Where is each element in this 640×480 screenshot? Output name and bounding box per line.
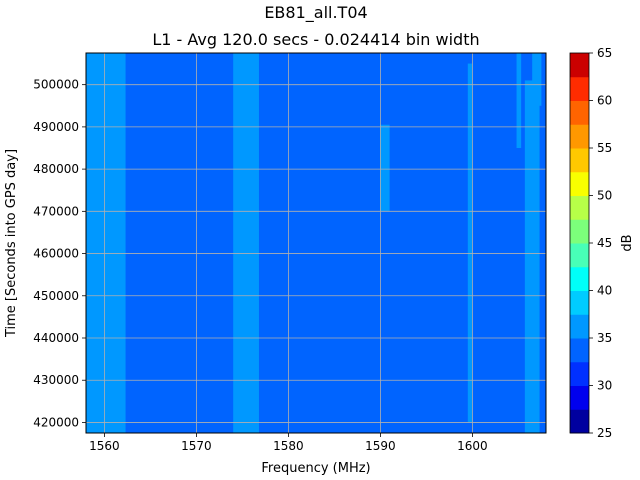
colorbar-tick-label: 30 [597, 379, 612, 393]
chart-subtitle: L1 - Avg 120.0 secs - 0.024414 bin width [152, 30, 479, 49]
colorbar-swatch [570, 361, 589, 386]
grid-lines [86, 53, 546, 433]
heatmap-background [86, 53, 546, 433]
colorbar-swatch [570, 409, 589, 434]
colorbar-swatch [570, 171, 589, 196]
heatmap-band [233, 53, 259, 433]
y-tick-label: 430000 [33, 373, 79, 387]
heatmap-band [516, 53, 522, 148]
colorbar-swatch [570, 314, 589, 339]
x-tick-label: 1600 [457, 439, 488, 453]
y-tick-label: 500000 [33, 78, 79, 92]
colorbar-label: dB [620, 234, 635, 251]
heatmap-band [524, 80, 540, 433]
colorbar-tick-label: 35 [597, 331, 612, 345]
x-axis-label: Frequency (MHz) [261, 461, 370, 476]
heatmap-band [532, 53, 542, 106]
heatmap-band [467, 63, 473, 423]
x-axis: 1560 1570 1580 1590 1600 [89, 433, 488, 453]
colorbar-tick-label: 55 [597, 141, 612, 155]
y-tick-label: 470000 [33, 204, 79, 218]
colorbar-tick-label: 50 [597, 189, 612, 203]
x-tick-label: 1590 [365, 439, 396, 453]
y-tick-label: 440000 [33, 331, 79, 345]
heatmap-band [86, 53, 126, 433]
chart-title: EB81_all.T04 [264, 3, 367, 23]
colorbar-tick-label: 40 [597, 284, 612, 298]
x-tick-label: 1560 [89, 439, 120, 453]
colorbar-swatch [570, 195, 589, 220]
colorbar-swatch [570, 100, 589, 125]
colorbar-swatch [570, 148, 589, 173]
x-tick-label: 1570 [181, 439, 212, 453]
colorbar-swatch [570, 338, 589, 363]
colorbar-swatch [570, 266, 589, 291]
heatmap-band [380, 124, 390, 212]
y-tick-label: 490000 [33, 120, 79, 134]
colorbar-swatch [570, 53, 589, 78]
plot-area [86, 53, 546, 433]
colorbar-tick-label: 25 [597, 426, 612, 440]
colorbar-swatch [570, 290, 589, 315]
colorbar-swatch [570, 219, 589, 244]
y-axis: 420000 430000 440000 450000 460000 470000 4800… [33, 78, 86, 429]
y-tick-label: 460000 [33, 247, 79, 261]
x-tick-label: 1580 [273, 439, 304, 453]
colorbar-tick-label: 65 [597, 46, 612, 60]
y-tick-label: 420000 [33, 415, 79, 429]
y-axis-label: Time [Seconds into GPS day] [4, 149, 19, 338]
colorbar-swatch [570, 76, 589, 101]
y-tick-label: 480000 [33, 162, 79, 176]
colorbar-swatch [570, 124, 589, 149]
colorbar: 25 30 35 40 45 50 55 60 65 [569, 46, 612, 440]
colorbar-swatch [570, 385, 589, 410]
plot-frame [85, 52, 547, 434]
colorbar-tick-label: 45 [597, 236, 612, 250]
colorbar-swatch [570, 243, 589, 268]
colorbar-tick-label: 60 [597, 94, 612, 108]
y-tick-label: 450000 [33, 289, 79, 303]
